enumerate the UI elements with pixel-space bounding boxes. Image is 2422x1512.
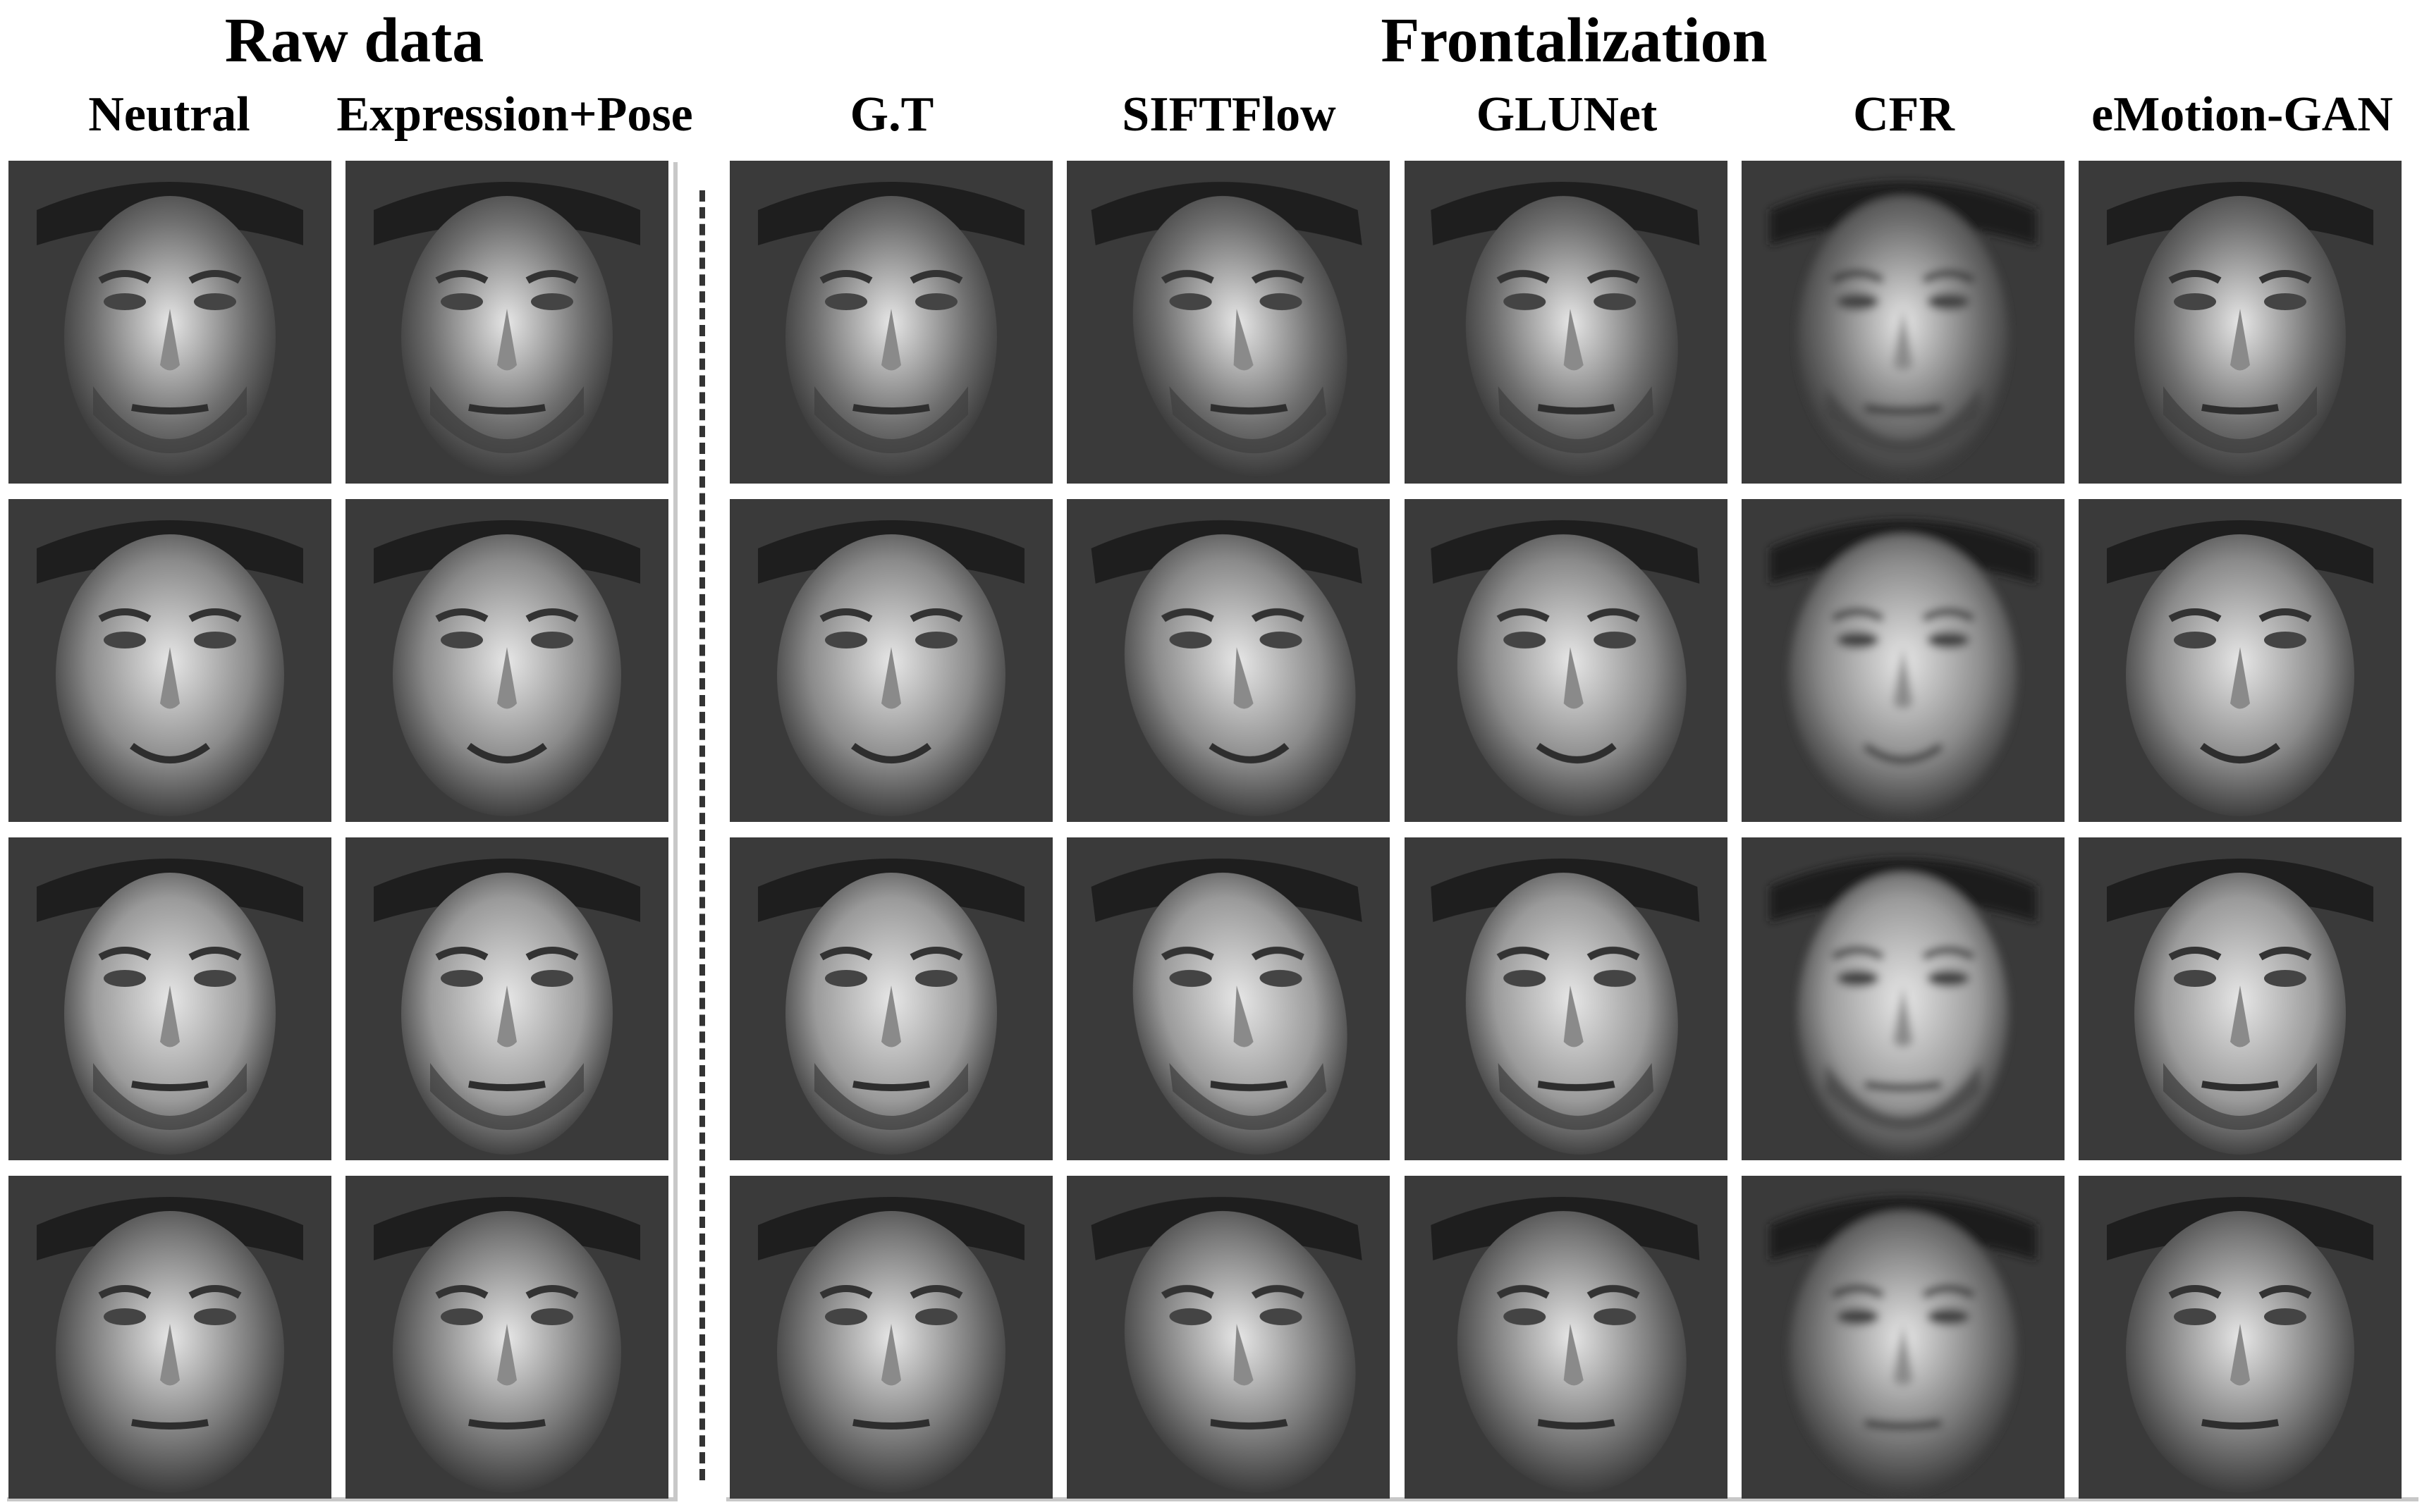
face-image-cfr-row-3 [1742,837,2065,1160]
face-image-glunet-row-4 [1405,1176,1727,1499]
raw-panel-frame-bottom [7,1497,677,1501]
face-image-gt-row-1 [730,161,1053,484]
face-image-cfr-row-4 [1742,1176,2065,1499]
face-image-expression-pose-row-1 [345,161,668,484]
face-image-siftflow-row-1 [1067,161,1390,484]
face-image-expression-pose-row-3 [345,837,668,1160]
face-image-glunet-row-1 [1405,161,1727,484]
face-image-emotion-gan-row-2 [2079,499,2402,822]
frontalization-title: Frontalization [1381,6,1768,75]
face-image-neutral-row-1 [8,161,331,484]
column-header-emotion-gan: eMotion-GAN [2091,87,2393,142]
face-image-gt-row-3 [730,837,1053,1160]
face-image-siftflow-row-2 [1067,499,1390,822]
face-image-expression-pose-row-2 [345,499,668,822]
face-image-gt-row-2 [730,499,1053,822]
frontalization-panel-frame-bottom [726,1497,2418,1501]
face-image-cfr-row-2 [1742,499,2065,822]
section-divider [699,190,705,1480]
face-image-emotion-gan-row-1 [2079,161,2402,484]
column-header-cfr: CFR [1853,87,1955,142]
face-image-siftflow-row-3 [1067,837,1390,1160]
face-image-neutral-row-4 [8,1176,331,1499]
face-image-glunet-row-3 [1405,837,1727,1160]
column-header-neutral: Neutral [88,87,250,142]
column-header-gt: G.T [850,87,934,142]
face-image-glunet-row-2 [1405,499,1727,822]
face-image-expression-pose-row-4 [345,1176,668,1499]
raw-data-title: Raw data [224,6,484,75]
raw-panel-frame-right [673,162,678,1501]
face-image-cfr-row-1 [1742,161,2065,484]
column-header-siftflow: SIFTFlow [1122,87,1336,142]
column-header-glunet: GLUNet [1476,87,1658,142]
face-image-neutral-row-2 [8,499,331,822]
face-image-gt-row-4 [730,1176,1053,1499]
face-image-emotion-gan-row-3 [2079,837,2402,1160]
column-header-expression-pose: Expression+Pose [336,87,693,142]
face-image-siftflow-row-4 [1067,1176,1390,1499]
face-image-neutral-row-3 [8,837,331,1160]
face-image-emotion-gan-row-4 [2079,1176,2402,1499]
